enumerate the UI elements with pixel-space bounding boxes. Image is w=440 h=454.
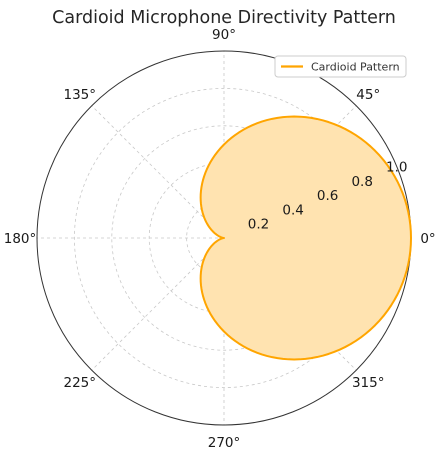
- series-layer: [199, 115, 412, 361]
- tick-layer: 0.2 0.4 0.6 0.8 1.0 0° 45° 90° 135° 180° 225° 270° 3…: [4, 27, 436, 451]
- angular-tick-label: 90°: [212, 27, 236, 43]
- angular-tick-label: 315°: [352, 375, 385, 391]
- legend: Cardioid Pattern: [274, 55, 407, 78]
- radial-tick-label: 0.4: [282, 202, 303, 218]
- angular-gridline: [91, 105, 225, 239]
- radial-tick-label: 1.0: [386, 159, 407, 175]
- angular-gridline: [91, 237, 225, 371]
- angular-tick-label: 135°: [63, 87, 96, 103]
- angular-tick-label: 225°: [63, 375, 96, 391]
- legend-frame: [274, 55, 407, 78]
- radial-tick-label: 0.2: [248, 217, 269, 233]
- series-line: [199, 115, 412, 361]
- angular-tick-label: 0°: [420, 231, 435, 247]
- angular-tick-label: 45°: [356, 87, 380, 103]
- series-fill: [200, 116, 411, 360]
- radial-tick-label: 0.6: [317, 188, 338, 204]
- radial-tick-label: 0.8: [351, 174, 372, 190]
- legend-label: Cardioid Pattern: [311, 61, 400, 74]
- chart-title: Cardioid Microphone Directivity Pattern: [52, 8, 396, 28]
- angular-tick-label: 180°: [4, 231, 37, 247]
- angular-tick-label: 270°: [208, 435, 241, 451]
